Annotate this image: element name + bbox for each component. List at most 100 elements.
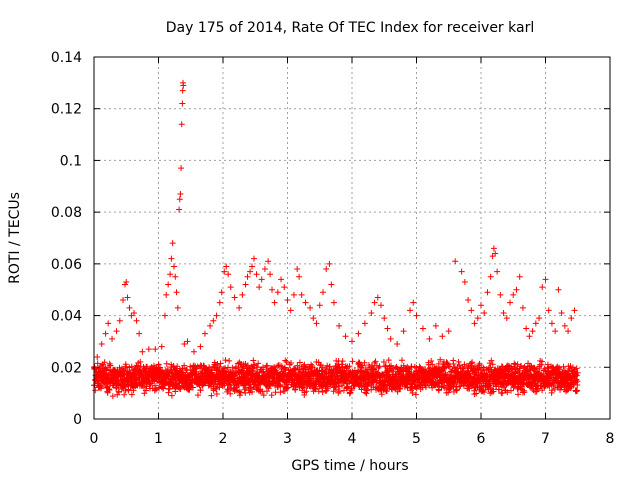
roti-point <box>294 266 301 273</box>
roti-point <box>180 82 187 89</box>
roti-point <box>282 357 289 364</box>
roti-point <box>437 356 444 363</box>
roti-point <box>284 297 291 304</box>
roti-point <box>355 330 362 337</box>
roti-point <box>488 357 495 364</box>
roti-point <box>216 363 223 370</box>
roti-point <box>476 360 483 367</box>
roti-point <box>460 365 467 372</box>
x-tick-label: 6 <box>477 431 486 447</box>
roti-point <box>316 302 323 309</box>
y-tick-label: 0.04 <box>51 309 82 325</box>
roti-point <box>489 361 496 368</box>
x-tick-label: 4 <box>348 431 357 447</box>
roti-point <box>158 343 165 350</box>
roti-point <box>94 360 101 367</box>
roti-point <box>190 348 197 355</box>
roti-point <box>121 391 128 398</box>
roti-point <box>344 383 351 390</box>
roti-point <box>207 322 214 329</box>
roti-point <box>416 364 423 371</box>
roti-point <box>102 365 109 372</box>
roti-point <box>515 391 522 398</box>
roti-point <box>296 359 303 366</box>
roti-point <box>556 364 563 371</box>
roti-point <box>426 335 433 342</box>
roti-point <box>398 357 405 364</box>
roti-point <box>532 320 539 327</box>
roti-point <box>165 386 172 393</box>
roti-point <box>151 382 158 389</box>
roti-point <box>513 286 520 293</box>
roti-point <box>381 315 388 322</box>
roti-point <box>269 286 276 293</box>
roti-point <box>128 363 135 370</box>
roti-point <box>333 386 340 393</box>
roti-point <box>109 393 116 400</box>
roti-point <box>555 286 562 293</box>
roti-point <box>429 361 436 368</box>
roti-point <box>101 359 108 366</box>
roti-point <box>456 362 463 369</box>
roti-point <box>361 320 368 327</box>
roti-point <box>105 320 112 327</box>
roti-point <box>190 362 197 369</box>
roti-point <box>342 333 349 340</box>
y-tick-label: 0.1 <box>60 153 82 169</box>
roti-point <box>551 385 558 392</box>
roti-point <box>567 380 574 387</box>
roti-point <box>288 360 295 367</box>
roti-point <box>384 325 391 332</box>
roti-point <box>336 388 343 395</box>
roti-point <box>184 367 191 374</box>
roti-point <box>486 360 493 367</box>
roti-point <box>121 281 128 288</box>
roti-point <box>471 320 478 327</box>
roti-point <box>487 273 494 280</box>
roti-point <box>348 387 355 394</box>
roti-point <box>178 121 185 128</box>
roti-point <box>130 309 137 316</box>
roti-point <box>313 320 320 327</box>
roti-point <box>261 266 268 273</box>
roti-point <box>213 312 220 319</box>
roti-point <box>497 291 504 298</box>
roti-point <box>163 291 170 298</box>
roti-point <box>239 291 246 298</box>
roti-point <box>560 363 567 370</box>
roti-point <box>387 335 394 342</box>
roti-point <box>91 365 98 372</box>
roti-point <box>98 383 105 390</box>
roti-point <box>508 365 515 372</box>
roti-point <box>458 268 465 275</box>
roti-point <box>507 387 514 394</box>
roti-point <box>197 387 204 394</box>
roti-point <box>221 268 228 275</box>
roti-point <box>120 297 127 304</box>
roti-point <box>410 299 417 306</box>
roti-point <box>249 388 256 395</box>
roti-point <box>236 304 243 311</box>
roti-point <box>161 312 168 319</box>
x-axis-label: GPS time / hours <box>291 458 408 474</box>
roti-point <box>523 325 530 332</box>
roti-point <box>565 328 572 335</box>
roti-point <box>412 391 419 398</box>
roti-point <box>330 299 337 306</box>
roti-point <box>519 304 526 311</box>
roti-point <box>496 386 503 393</box>
roti-point <box>394 341 401 348</box>
roti-point <box>116 317 123 324</box>
roti-point <box>516 273 523 280</box>
roti-point <box>123 363 130 370</box>
roti-point <box>126 304 133 311</box>
roti-point <box>258 276 265 283</box>
roti-point <box>323 266 330 273</box>
roti-point <box>109 335 116 342</box>
roti-point <box>301 361 308 368</box>
roti-point <box>287 307 294 314</box>
roti-point <box>113 328 120 335</box>
roti-point <box>218 289 225 296</box>
x-tick-label: 5 <box>412 431 421 447</box>
